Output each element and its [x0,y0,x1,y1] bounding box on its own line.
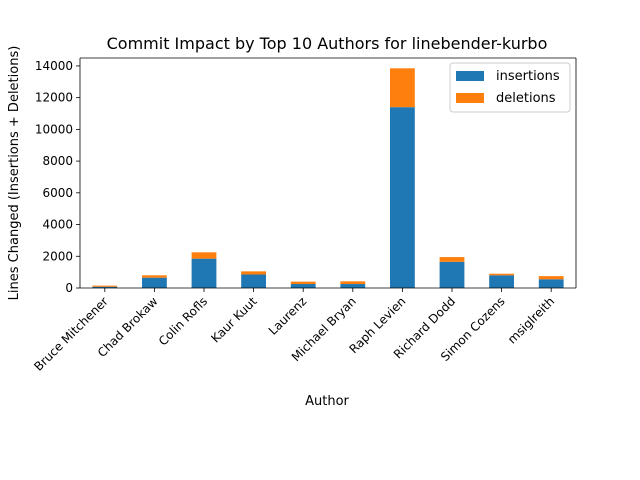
bar-deletions [489,273,514,276]
bar-insertions [142,277,167,288]
bar-deletions [390,68,415,108]
x-tick-label: Kaur Kuut [208,294,260,346]
legend-label-insertions: insertions [496,69,560,84]
y-tick-label: 6000 [42,186,73,200]
legend-swatch-deletions [456,93,484,103]
bar-deletions [241,271,266,275]
y-tick-label: 10000 [35,122,73,136]
y-tick-label: 12000 [35,91,73,105]
bar-deletions [538,276,564,280]
bar-insertions [191,258,217,288]
x-tick-label: msiglreith [505,294,557,346]
y-tick-label: 14000 [35,59,73,73]
bar-insertions [390,107,415,288]
bar-deletions [142,275,167,278]
y-tick-label: 8000 [42,154,73,168]
x-tick-label: Colin Rofls [156,294,210,348]
bar-insertions [290,284,316,288]
y-axis-label: Lines Changed (Insertions + Deletions) [7,46,22,301]
bar-insertions [241,274,266,288]
legend: insertions deletions [449,62,571,113]
bar-deletions [290,281,316,285]
legend-swatch-insertions [456,71,484,81]
y-tick-label: 0 [65,281,73,295]
x-axis-label: Author [305,394,349,409]
x-tick-label: Laurenz [266,294,310,338]
bar-insertions [340,284,366,288]
y-tick-label: 2000 [42,249,73,263]
chart-title: Commit Impact by Top 10 Authors for line… [107,34,548,53]
y-tick-label: 4000 [42,218,73,232]
bar-deletions [191,252,217,259]
x-tick-label: Bruce Mitchener [31,294,111,374]
bar-insertions [92,286,118,288]
bar-deletions [439,257,465,262]
legend-label-deletions: deletions [496,91,556,106]
bar-insertions [538,279,564,288]
bar-deletions [92,285,118,287]
bar-deletions [340,281,366,285]
bar-insertions [489,275,514,288]
bar-insertions [439,261,465,288]
